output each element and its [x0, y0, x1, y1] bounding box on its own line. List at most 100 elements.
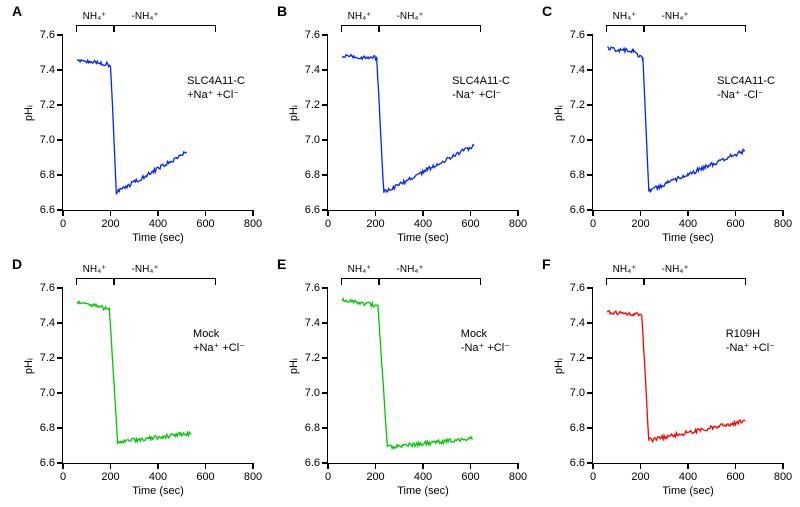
- y-tick-label: 7.2: [305, 352, 320, 364]
- trace-polyline: [607, 311, 745, 442]
- axes: 6.66.87.07.27.47.60200400600800pHᵢTime (…: [327, 288, 518, 464]
- y-tick-label: 7.4: [570, 64, 585, 76]
- trace-line: [328, 35, 518, 210]
- axes: 6.66.87.07.27.47.60200400600800pHᵢTime (…: [327, 35, 518, 211]
- y-axis-label: pHᵢ: [23, 358, 35, 374]
- perfusion-bars: NH₄⁺-NH₄⁺: [62, 266, 252, 284]
- x-tick: [375, 210, 377, 216]
- x-tick-label: 400: [149, 471, 167, 483]
- y-tick-label: 7.4: [40, 317, 55, 329]
- x-tick-label: 200: [366, 218, 384, 230]
- x-tick-label: 200: [101, 218, 119, 230]
- perfusion-label-no-nh4: -NH₄⁺: [397, 264, 424, 275]
- perfusion-bar-no-nh4: [643, 25, 746, 32]
- y-tick-label: 7.6: [570, 282, 585, 294]
- x-tick-label: 0: [325, 218, 331, 230]
- x-tick-label: 600: [461, 471, 479, 483]
- plot-panel-F: FNH₄⁺-NH₄⁺6.66.87.07.27.47.6020040060080…: [540, 258, 795, 498]
- y-tick-label: 7.0: [40, 134, 55, 146]
- y-tick-label: 7.0: [305, 134, 320, 146]
- x-tick-label: 600: [196, 471, 214, 483]
- y-tick-label: 7.0: [40, 387, 55, 399]
- x-tick-label: 400: [679, 218, 697, 230]
- perfusion-label-nh4: NH₄⁺: [348, 264, 372, 275]
- x-tick-label: 800: [244, 218, 262, 230]
- y-tick-label: 6.6: [305, 457, 320, 469]
- y-tick-label: 6.6: [570, 204, 585, 216]
- perfusion-bar-no-nh4: [643, 278, 746, 285]
- y-tick-label: 6.8: [305, 422, 320, 434]
- y-axis-label: pHᵢ: [553, 358, 565, 374]
- x-tick-label: 600: [726, 471, 744, 483]
- x-tick: [592, 210, 594, 216]
- plot-panel-D: DNH₄⁺-NH₄⁺6.66.87.07.27.47.6020040060080…: [10, 258, 265, 498]
- x-axis-label: Time (sec): [662, 232, 714, 244]
- x-tick: [252, 210, 254, 216]
- x-tick: [640, 463, 642, 469]
- x-tick: [62, 210, 64, 216]
- x-tick: [157, 210, 159, 216]
- trace-line: [593, 288, 783, 463]
- x-tick-label: 400: [149, 218, 167, 230]
- x-tick: [735, 463, 737, 469]
- x-tick-label: 0: [590, 471, 596, 483]
- perfusion-bar-nh4: [606, 278, 645, 285]
- plot-panel-A: A NH₄⁺-NH₄⁺ 6.66.87.07.27.47.6020040060080…: [10, 5, 265, 245]
- y-tick-label: 7.2: [570, 99, 585, 111]
- axes: 6.66.87.07.27.47.60200400600800pHᵢTime (…: [592, 288, 783, 464]
- panel-label-E: E: [277, 256, 286, 272]
- x-tick: [327, 463, 329, 469]
- x-tick-label: 400: [414, 471, 432, 483]
- trace-polyline: [77, 302, 191, 444]
- plot-panel-E: E NH₄⁺ -NH₄⁺ 6.66.87.07.27.47.6020040060080…: [275, 258, 530, 498]
- y-tick-label: 6.6: [305, 204, 320, 216]
- y-tick-label: 6.6: [40, 204, 55, 216]
- perfusion-label-nh4: NH₄⁺: [348, 11, 372, 22]
- x-tick: [782, 463, 784, 469]
- x-axis-label: Time (sec): [397, 232, 449, 244]
- axes: 6.66.87.07.27.47.60200400600800pHᵢTime (…: [62, 35, 253, 211]
- perfusion-label-no-nh4: -NH₄⁺: [662, 11, 689, 22]
- x-tick: [252, 463, 254, 469]
- trace-polyline: [77, 60, 186, 195]
- perfusion-label-nh4: NH₄⁺: [83, 11, 107, 22]
- x-tick: [640, 210, 642, 216]
- x-tick: [517, 210, 519, 216]
- x-axis-label: Time (sec): [132, 485, 184, 497]
- x-tick-label: 400: [414, 218, 432, 230]
- x-tick: [205, 463, 207, 469]
- x-tick-label: 800: [509, 218, 527, 230]
- axes: 6.66.87.07.27.47.60200400600800pHᵢTime (…: [62, 288, 253, 464]
- panel-label-B: B: [277, 3, 287, 19]
- x-tick-label: 800: [509, 471, 527, 483]
- perfusion-bars: NH₄⁺-NH₄⁺: [62, 13, 252, 31]
- perfusion-bars: NH₄⁺ -NH₄⁺: [327, 13, 517, 31]
- perfusion-label-no-nh4: -NH₄⁺: [397, 11, 424, 22]
- x-tick-label: 600: [196, 218, 214, 230]
- perfusion-label-no-nh4: -NH₄⁺: [132, 264, 159, 275]
- trace-polyline: [342, 55, 474, 193]
- y-axis-label: pHᵢ: [23, 105, 35, 121]
- x-tick-label: 800: [244, 471, 262, 483]
- perfusion-label-nh4: NH₄⁺: [613, 264, 637, 275]
- perfusion-bar-no-nh4: [113, 25, 216, 32]
- y-tick-label: 7.4: [570, 317, 585, 329]
- y-tick-label: 7.0: [570, 134, 585, 146]
- x-axis-label: Time (sec): [397, 485, 449, 497]
- perfusion-bars: NH₄⁺-NH₄⁺: [592, 13, 782, 31]
- perfusion-bar-no-nh4: [378, 25, 481, 32]
- trace-polyline: [342, 299, 473, 449]
- trace-polyline: [607, 47, 745, 192]
- trace-line: [593, 35, 783, 210]
- perfusion-bar-nh4: [76, 25, 115, 32]
- x-tick-label: 0: [325, 471, 331, 483]
- trace-line: [63, 35, 253, 210]
- y-tick-label: 7.2: [40, 99, 55, 111]
- y-tick-label: 7.0: [305, 387, 320, 399]
- y-tick-label: 7.2: [570, 352, 585, 364]
- panel-label-A: A: [12, 3, 22, 19]
- x-tick-label: 0: [590, 218, 596, 230]
- plot-panel-C: CNH₄⁺-NH₄⁺6.66.87.07.27.47.6020040060080…: [540, 5, 795, 245]
- y-tick-label: 6.8: [305, 169, 320, 181]
- x-tick: [782, 210, 784, 216]
